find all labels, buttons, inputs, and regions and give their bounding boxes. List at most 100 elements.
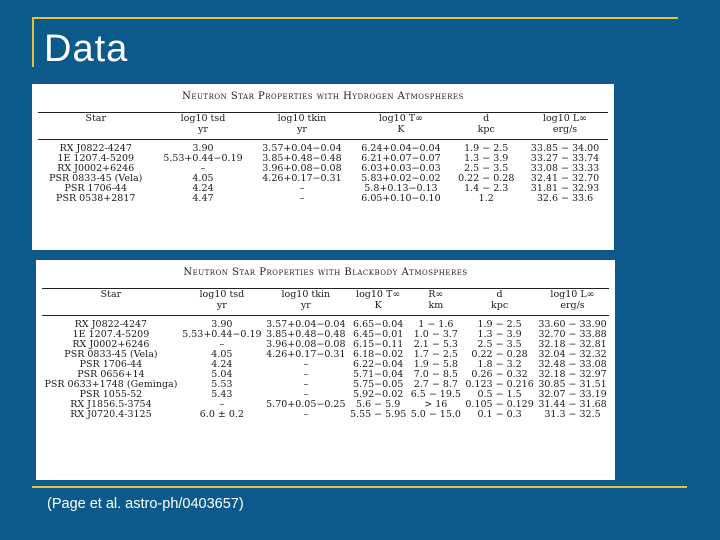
- column-header: [38, 124, 153, 135]
- table-cell: 6.05+0.10−0.10: [361, 193, 441, 204]
- table-cell: 4.24: [192, 183, 214, 194]
- table-cell: 6.24+0.04−0.04: [361, 143, 441, 154]
- column-header: log10 T∞: [378, 113, 424, 124]
- star-name-cell: PSR 0538+2817: [56, 193, 136, 204]
- table-top-rule: [42, 288, 609, 289]
- table-cell: 3.90: [192, 143, 214, 154]
- table-cell: 5.92−0.02: [353, 389, 404, 400]
- column-header: log10 L∞: [550, 289, 595, 300]
- header-row: Star log10 tsd log10 tkin log10 T∞ R∞ d log10 …: [42, 289, 609, 300]
- star-name-cell: RX J0720.4-3125: [70, 409, 152, 420]
- column-header: kpc: [491, 300, 509, 311]
- table-row: PSR 1706-44 4.24 – 6.22−0.04 1.9 − 5.8 1.8 − …: [42, 360, 609, 370]
- column-header: log10 tkin: [277, 113, 327, 124]
- column-header: erg/s: [560, 300, 585, 311]
- column-header: [42, 300, 180, 311]
- table-cell: 2.5 − 3.5: [477, 339, 522, 350]
- table-row: RX J0822-4247 3.90 3.57+0.04−0.04 6.24+0.04…: [38, 140, 608, 155]
- table-cell: 5.83+0.02−0.02: [361, 173, 441, 184]
- table-cell: –: [303, 369, 309, 380]
- table-row: PSR 0538+2817 4.47 – 6.05+0.10−0.10 1.2 32.6 …: [38, 194, 608, 204]
- table-cell: 1.4 − 2.3: [464, 183, 509, 194]
- table-cell: 6.65−0.04: [353, 319, 404, 330]
- table-cell: 0.5 − 1.5: [477, 389, 522, 400]
- header-rule: [38, 135, 608, 140]
- star-name-cell: RX J0002+6246: [57, 163, 135, 174]
- table-cell: 32.07 − 33.19: [538, 389, 607, 400]
- table-cell: 4.24: [211, 359, 233, 370]
- table-row: PSR 1055-52 5.43 – 5.92−0.02 6.5 − 19.5 0.5 −…: [42, 390, 609, 400]
- table-row: PSR 0833-45 (Vela) 4.05 4.26+0.17−0.31 6.18…: [42, 350, 609, 360]
- hydrogen-table-title: Neutron Star Properties with Hydrogen At…: [182, 91, 464, 102]
- table-cell: 3.96+0.08−0.08: [266, 339, 346, 350]
- table-cell: 1.0 − 3.7: [413, 329, 458, 340]
- table-row: PSR 0633+1748 (Geminga) 5.53 – 5.75−0.05 2.7…: [42, 380, 609, 390]
- table-cell: 5.70+0.05−0.25: [266, 399, 346, 410]
- column-header: yr: [216, 300, 227, 311]
- table-row: RX J1856.5-3754 – 5.70+0.05−0.25 5.6 − 5.9 >…: [42, 400, 609, 410]
- column-header: d: [496, 289, 503, 300]
- table-cell: 32.18 − 32.81: [538, 339, 607, 350]
- table-cell: –: [303, 359, 309, 370]
- table-cell: 2.5 − 3.5: [464, 163, 509, 174]
- table-cell: 0.123 − 0.216: [465, 379, 534, 390]
- table-cell: 4.26+0.17−0.31: [262, 173, 342, 184]
- table-cell: 30.85 − 31.51: [538, 379, 607, 390]
- table-cell: 2.1 − 5.3: [413, 339, 458, 350]
- table-cell: –: [219, 339, 225, 350]
- table-cell: 32.18 − 32.97: [538, 369, 607, 380]
- star-name-cell: PSR 1706-44: [64, 183, 128, 194]
- table-cell: –: [200, 163, 206, 174]
- table-row: PSR 1706-44 4.24 – 5.8+0.13−0.13 1.4 − 2.3 31…: [38, 184, 608, 194]
- star-name-cell: PSR 1055-52: [79, 389, 143, 400]
- table-cell: –: [303, 379, 309, 390]
- column-header: d: [483, 113, 490, 124]
- star-name-cell: RX J1856.5-3754: [70, 399, 152, 410]
- table-cell: 3.90: [211, 319, 233, 330]
- star-name-cell: PSR 0633+1748 (Geminga): [44, 379, 178, 390]
- table-cell: –: [299, 193, 305, 204]
- table-cell: 32.48 − 33.08: [538, 359, 607, 370]
- table-cell: 3.85+0.48−0.48: [266, 329, 346, 340]
- star-name-cell: RX J0822-4247: [74, 319, 148, 330]
- table-cell: > 16: [424, 399, 448, 410]
- column-header: log10 L∞: [542, 113, 588, 124]
- table-cell: 1.9 − 2.5: [464, 143, 509, 154]
- star-name-cell: 1E 1207.4-5209: [72, 329, 150, 340]
- table-cell: 7.0 − 8.5: [413, 369, 458, 380]
- column-header: erg/s: [552, 124, 578, 135]
- column-header: log10 tsd: [199, 289, 245, 300]
- table-cell: 5.53: [211, 379, 233, 390]
- star-name-cell: 1E 1207.4-5209: [57, 153, 135, 164]
- table-cell: 5.55 − 5.95: [350, 409, 407, 420]
- table-cell: 32.41 − 32.70: [530, 173, 600, 184]
- table-cell: –: [303, 389, 309, 400]
- table-cell: 0.105 − 0.129: [465, 399, 534, 410]
- table-cell: 0.1 − 0.3: [477, 409, 522, 420]
- star-name-cell: PSR 0833-45 (Vela): [64, 349, 158, 360]
- table-cell: 32.6 − 33.6: [536, 193, 594, 204]
- table-cell: 5.71−0.04: [353, 369, 404, 380]
- star-name-cell: RX J0822-4247: [59, 143, 132, 154]
- table-cell: 6.18−0.02: [353, 349, 404, 360]
- column-header: K: [397, 124, 405, 135]
- star-name-cell: PSR 0833-45 (Vela): [49, 173, 143, 184]
- hydrogen-header: Star log10 tsd log10 tkin log10 T∞ d log10 L∞…: [38, 113, 608, 140]
- hydrogen-body: RX J0822-4247 3.90 3.57+0.04−0.04 6.24+0.04…: [38, 140, 608, 205]
- table-cell: –: [219, 399, 225, 410]
- table-cell: 5.0 − 15.0: [410, 409, 461, 420]
- column-header: K: [374, 300, 382, 311]
- table-row: 1E 1207.4-5209 5.53+0.44−0.19 3.85+0.48−0.…: [38, 154, 608, 164]
- table-row: RX J0002+6246 – 3.96+0.08−0.08 6.15−0.11 2.1…: [42, 340, 609, 350]
- table-cell: 6.21+0.07−0.07: [361, 153, 441, 164]
- table-cell: 31.81 − 32.93: [530, 183, 600, 194]
- table-cell: 4.05: [192, 173, 214, 184]
- table-top-rule: [38, 112, 608, 113]
- table-cell: 6.03+0.03−0.03: [361, 163, 441, 174]
- table-cell: 4.26+0.17−0.31: [266, 349, 346, 360]
- frame-left-line: [32, 17, 34, 67]
- table-cell: –: [303, 409, 309, 420]
- table-cell: 1.2: [478, 193, 494, 204]
